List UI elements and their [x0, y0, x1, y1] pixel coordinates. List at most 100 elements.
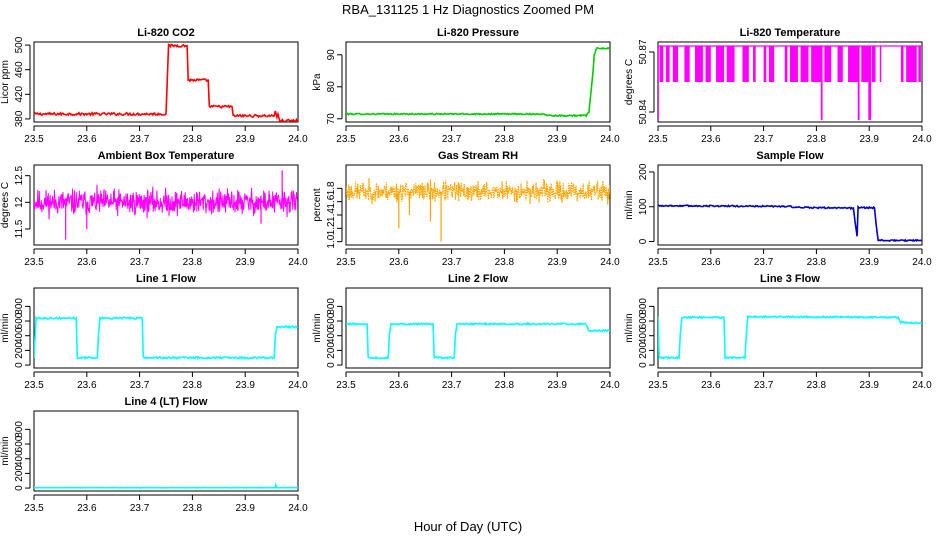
panel-3-data	[34, 170, 298, 240]
panel-4-ylabel: percent	[312, 188, 323, 222]
panel-9-xtick-label-5: 24.0	[288, 503, 308, 514]
panel-8-xtick-label-3: 23.8	[807, 380, 827, 391]
panel-7: Line 2 Flow ml/min 23.5 23.6 23.7 23.8 23.9 24.…	[312, 273, 620, 391]
panel-3-ytick-label-0: 11.5	[14, 219, 25, 238]
panel-0-xtick-label-0: 23.5	[24, 134, 44, 145]
panel-5-ytick-label-0: 0	[638, 238, 649, 244]
panel-2-band-15	[811, 46, 822, 82]
panel-7-title: Line 2 Flow	[448, 273, 508, 285]
panel-8-ytick-label-1: 200	[638, 342, 649, 359]
panel-2-band-17	[837, 46, 843, 82]
panel-9-xtick-label-4: 23.9	[235, 503, 255, 514]
panel-7-ytick-label-4: 800	[326, 298, 337, 315]
panel-1-ylabel: kPa	[312, 73, 323, 91]
panel-8-xtick-label-5: 24.0	[912, 380, 932, 391]
panel-3-xtick-label-0: 23.5	[24, 257, 44, 268]
panel-5-data	[658, 204, 922, 243]
panel-7-ylabel: ml/min	[312, 313, 323, 342]
panel-7-ytick-label-1: 200	[326, 342, 337, 359]
panel-7-xtick-label-3: 23.8	[495, 380, 515, 391]
panel-2-band-4	[694, 46, 703, 82]
panel-2-data	[658, 45, 922, 120]
panel-6-series-0	[34, 315, 298, 361]
panel-1-xtick-label-0: 23.5	[336, 134, 356, 145]
panel-4-ytick-label-1: 1.2	[326, 221, 337, 235]
panel-2-band-11	[768, 46, 775, 82]
panel-0-title: Li-820 CO2	[137, 27, 194, 39]
panel-2-ytick-label-1: 50.87	[638, 39, 649, 64]
panel-6-ytick-label-0: 0	[14, 362, 25, 368]
panel-9-xtick-label-2: 23.7	[130, 503, 150, 514]
panel-7-xtick-label-1: 23.6	[389, 380, 409, 391]
panel-2-xtick-label-4: 23.9	[859, 134, 879, 145]
panel-9-ytick-label-1: 200	[14, 465, 25, 482]
panel-2-band-13	[790, 46, 798, 82]
panel-4-ytick-label-4: 1.8	[326, 181, 337, 195]
panel-9-ytick-label-2: 400	[14, 450, 25, 467]
panel-6-ylabel: ml/min	[0, 313, 11, 342]
panel-2-band-0	[659, 46, 664, 82]
panel-2-band-18	[848, 46, 859, 82]
panel-1-xtick-label-2: 23.7	[442, 134, 462, 145]
panel-6-xtick-label-3: 23.8	[183, 380, 203, 391]
panel-9-xtick-label-0: 23.5	[24, 503, 44, 514]
panel-4-plot-frame	[345, 164, 611, 246]
panel-4-ytick-label-2: 1.4	[326, 208, 337, 222]
panel-8-xtick-label-0: 23.5	[648, 380, 668, 391]
panel-4-xtick-label-1: 23.6	[389, 257, 409, 268]
panel-6: Line 1 Flow ml/min 23.5 23.6 23.7 23.8 23.9 24.…	[0, 273, 308, 391]
panel-2-band-9	[753, 46, 756, 82]
panel-2-band-23	[906, 46, 917, 82]
panel-1-plot-frame	[345, 41, 611, 123]
panel-4-data	[346, 178, 610, 242]
panel-1-xtick-label-4: 23.9	[547, 134, 567, 145]
panel-3-ytick-label-2: 12.5	[14, 165, 25, 185]
panel-9-series-0	[34, 482, 298, 489]
panel-6-ytick-label-3: 600	[14, 312, 25, 329]
panel-7-data	[346, 321, 610, 360]
panel-2-band-14	[800, 46, 809, 82]
panel-0-ytick-label-0: 380	[14, 110, 25, 127]
panel-8-series-0	[658, 314, 922, 360]
panel-4: Gas Stream RH percent 23.5 23.6 23.7 23.8 23.9…	[312, 150, 620, 268]
panel-2-band-16	[824, 46, 832, 82]
panel-3-title: Ambient Box Temperature	[98, 150, 235, 162]
panel-1-ytick-label-2: 90	[326, 49, 337, 61]
panel-4-xtick-label-4: 23.9	[547, 257, 567, 268]
panel-3-xtick-label-1: 23.6	[77, 257, 97, 268]
panel-7-xtick-label-0: 23.5	[336, 380, 356, 391]
panel-0-xtick-label-5: 24.0	[288, 134, 308, 145]
panel-8-plot-frame	[657, 287, 923, 369]
panel-1-ytick-label-1: 80	[326, 81, 337, 93]
panel-0: Li-820 CO2 Licor ppm 23.5 23.6 23.7 23.8 23.9 2…	[0, 27, 308, 145]
panel-4-xtick-label-5: 24.0	[600, 257, 620, 268]
panel-2-ylabel: degrees C	[624, 59, 635, 105]
panel-2-ytick-label-0: 50.84	[638, 99, 649, 124]
panel-2-xtick-label-0: 23.5	[648, 134, 668, 145]
panel-2-xtick-label-5: 24.0	[912, 134, 932, 145]
panel-2-band-1	[665, 46, 670, 82]
panel-5-xtick-label-2: 23.7	[754, 257, 774, 268]
panel-3-xtick-label-2: 23.7	[130, 257, 150, 268]
panel-2-band-3	[684, 46, 690, 82]
panel-8-data	[658, 314, 922, 360]
panel-9: Line 4 (LT) Flow ml/min 23.5 23.6 23.7 23.8 23…	[0, 396, 308, 514]
panel-0-ylabel: Licor ppm	[0, 60, 11, 104]
panel-2-xtick-label-2: 23.7	[754, 134, 774, 145]
panel-0-xtick-label-3: 23.8	[183, 134, 203, 145]
panel-9-data	[34, 482, 298, 489]
panel-2-band-7	[726, 46, 735, 82]
panel-7-xtick-label-5: 24.0	[600, 380, 620, 391]
panel-8-ytick-label-4: 800	[638, 298, 649, 315]
panel-6-data	[34, 315, 298, 361]
panel-3: Ambient Box Temperature degrees C 23.5 23.6…	[0, 150, 308, 268]
panel-9-ylabel: ml/min	[0, 436, 11, 465]
panel-2: Li-820 Temperature degrees C 23.5 23.6 23.7 2…	[624, 27, 932, 145]
panel-2-band-6	[716, 46, 724, 82]
panel-4-ytick-label-3: 1.6	[326, 194, 337, 208]
panel-9-ytick-label-0: 0	[14, 485, 25, 491]
figure-title: RBA_131125 1 Hz Diagnostics Zoomed PM	[342, 2, 594, 17]
panel-5-xtick-label-3: 23.8	[807, 257, 827, 268]
panel-1-ytick-label-0: 70	[326, 113, 337, 125]
